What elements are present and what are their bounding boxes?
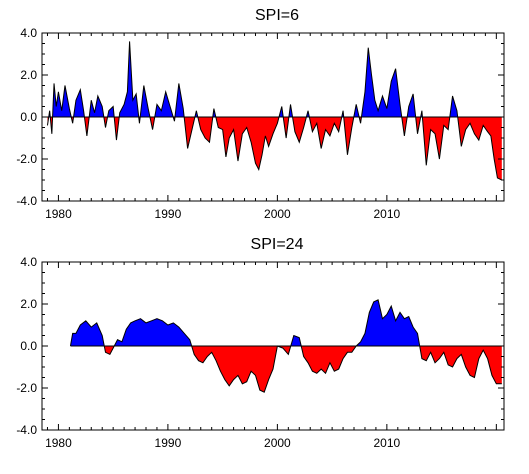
y-tick-label: 4.0 <box>20 26 37 40</box>
positive-area <box>140 85 150 117</box>
negative-area <box>419 346 502 384</box>
y-tick-label: -2.0 <box>16 152 37 166</box>
x-tick-label: 1990 <box>155 207 182 221</box>
negative-area <box>197 117 213 143</box>
negative-area <box>104 346 115 355</box>
x-tick-label: 2010 <box>374 436 401 450</box>
series-line <box>69 299 502 393</box>
chart-title: SPI=24 <box>251 236 304 253</box>
y-tick-label: -2.0 <box>16 381 37 395</box>
y-tick-label: 4.0 <box>20 255 37 269</box>
positive-area <box>73 89 85 117</box>
x-tick-label: 2010 <box>374 207 401 221</box>
area-layer <box>69 299 504 393</box>
negative-area <box>149 117 155 130</box>
x-tick-label: 1990 <box>155 436 182 450</box>
series-line <box>46 41 503 181</box>
y-axis: -4.0 -2.0 0.0 2.0 4.0 <box>16 255 504 437</box>
positive-area <box>356 299 420 346</box>
positive-area <box>70 320 105 346</box>
x-tick-label: 2000 <box>264 207 291 221</box>
x-axis: 1980 1990 2000 2010 <box>45 262 497 450</box>
negative-area <box>292 117 307 143</box>
positive-area <box>449 96 458 117</box>
y-tick-label: -4.0 <box>16 194 37 208</box>
chart-spi6: SPI=6 1980 1990 2000 2010 -4.0 -2.0 0.0 2.0 4.0 <box>16 7 505 221</box>
x-tick-label: 1980 <box>45 207 72 221</box>
negative-area <box>114 117 120 141</box>
negative-area <box>277 346 291 355</box>
area-layer <box>46 41 504 181</box>
negative-area <box>401 117 408 136</box>
y-tick-label: 0.0 <box>20 339 37 353</box>
positive-area <box>107 106 115 117</box>
positive-area <box>361 47 402 118</box>
x-tick-label: 1980 <box>45 436 72 450</box>
positive-area <box>52 83 72 117</box>
y-tick-label: 2.0 <box>20 68 37 82</box>
negative-area <box>343 117 354 155</box>
x-tick-label: 2000 <box>264 436 291 450</box>
y-tick-label: -4.0 <box>16 423 37 437</box>
negative-area <box>191 346 278 393</box>
positive-area <box>353 104 360 117</box>
y-axis: -4.0 -2.0 0.0 2.0 4.0 <box>16 26 504 208</box>
negative-area <box>215 117 280 170</box>
chart-spi24: SPI=24 1980 1990 2000 2010 -4.0 -2.0 0.0 2.0 4.… <box>16 236 505 450</box>
positive-area <box>114 318 192 346</box>
y-tick-label: 2.0 <box>20 297 37 311</box>
chart-title: SPI=6 <box>255 7 299 24</box>
positive-area <box>154 91 174 117</box>
negative-area <box>301 346 357 374</box>
negative-area <box>309 117 342 149</box>
x-axis: 1980 1990 2000 2010 <box>45 33 497 221</box>
y-tick-label: 0.0 <box>20 110 37 124</box>
negative-area <box>283 117 289 138</box>
positive-area <box>119 41 139 117</box>
negative-area <box>84 117 90 136</box>
positive-area <box>174 83 185 117</box>
positive-area <box>89 96 104 117</box>
negative-area <box>457 117 502 180</box>
